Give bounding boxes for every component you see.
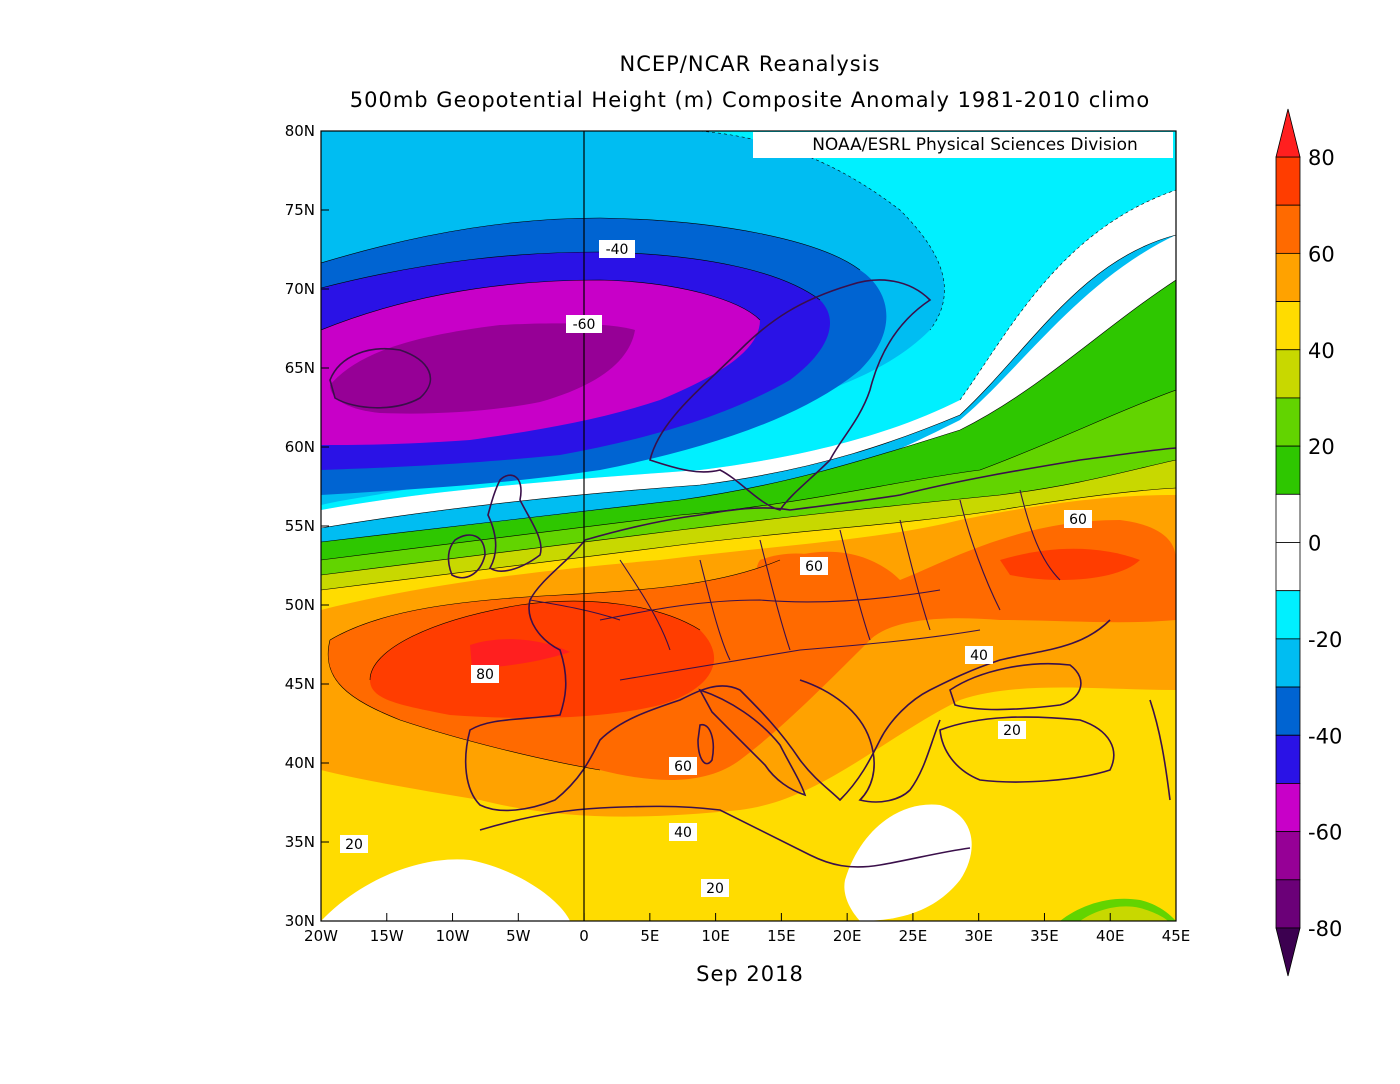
- lon-tick-label: 0: [579, 927, 589, 945]
- contour-label: -40: [606, 242, 629, 258]
- lon-tick-label: 35E: [1030, 927, 1059, 945]
- band-minus-10: [321, 131, 1176, 510]
- colorbar-label: -60: [1308, 821, 1342, 845]
- coastline-layer: [329, 279, 1176, 868]
- anomaly-fill-layer: [321, 131, 1176, 921]
- colorbar-label: 80: [1308, 146, 1335, 170]
- turkey-outline: [939, 716, 1115, 783]
- colorbar-box: [1275, 349, 1301, 399]
- italy-outline: [698, 688, 807, 797]
- colorbar-box: [1275, 493, 1301, 543]
- colorbar-label: 20: [1308, 435, 1335, 459]
- lon-tick-label: 5W: [506, 927, 531, 945]
- band-low-positive-se: [844, 804, 972, 921]
- scandinavia-outline: [649, 279, 932, 511]
- map-subtitle: 500mb Geopotential Height (m) Composite …: [349, 88, 1151, 112]
- sardinia-outline: [697, 724, 715, 765]
- ireland-outline: [447, 534, 486, 579]
- credit-text: NOAA/ESRL Physical Sciences Division: [812, 135, 1138, 155]
- country-borders: [529, 489, 1061, 681]
- colorbar-box: [1275, 252, 1301, 302]
- lat-tick-label: 55N: [285, 517, 315, 535]
- lat-tick-label: 80N: [285, 122, 315, 140]
- date-label: Sep 2018: [696, 962, 804, 986]
- lat-tick-label: 30N: [285, 912, 315, 930]
- caspian-outline: [1149, 699, 1171, 801]
- colorbar-box: [1275, 783, 1301, 833]
- colorbar-box: [1275, 397, 1301, 447]
- balkans-outline: [799, 679, 941, 803]
- great-britain-outline: [487, 474, 542, 572]
- latitude-axis: 30N 35N 40N 45N 50N 55N 60N 65N 70N 75N 80N: [285, 122, 329, 930]
- contour-label: 40: [970, 648, 988, 664]
- north-africa-outline: [479, 805, 971, 868]
- band-low-positive-sw: [321, 859, 570, 921]
- colorbar-box: [1275, 301, 1301, 351]
- lon-tick-label: 15W: [370, 927, 404, 945]
- lon-tick-label: 40E: [1096, 927, 1125, 945]
- band-low-positive-east-inner: [1080, 906, 1168, 921]
- colorbar-box: [1275, 686, 1301, 736]
- lat-tick-label: 70N: [285, 280, 315, 298]
- contour-label: 80: [476, 667, 494, 683]
- lon-tick-label: 45E: [1162, 927, 1191, 945]
- colorbar-label: -40: [1308, 724, 1342, 748]
- credit-box: [753, 132, 1173, 158]
- lon-tick-label: 10W: [436, 927, 470, 945]
- colorbar-box: [1275, 831, 1301, 881]
- colorbar-box: [1275, 879, 1301, 929]
- band-plus-80b: [1000, 548, 1140, 580]
- colorbar-label: -20: [1308, 628, 1342, 652]
- contour-label: 20: [1003, 723, 1021, 739]
- colorbar-box: [1275, 542, 1301, 592]
- contour-labels: -40 -60 60 60 60 80 40 20 40 20 20: [340, 240, 1092, 897]
- colorbar-label: 40: [1308, 339, 1335, 363]
- contour-label: 20: [345, 837, 363, 853]
- band-plus-90: [470, 639, 570, 668]
- colorbar-box: [1275, 638, 1301, 688]
- colorbar-bottom-arrow: [1275, 927, 1301, 977]
- lat-tick-label: 50N: [285, 596, 315, 614]
- iceland-outline: [329, 348, 432, 409]
- contour-label: 60: [674, 759, 692, 775]
- longitude-axis: 20W 15W 10W 5W 0 5E 10E 15E 20E 25E 30E 35E 40E 45E: [304, 913, 1190, 945]
- colorbar-box: [1275, 590, 1301, 640]
- colorbar-label: -80: [1308, 917, 1342, 941]
- colorbar-top-arrow: [1275, 108, 1301, 158]
- lon-tick-label: 20E: [833, 927, 862, 945]
- map-title: NCEP/NCAR Reanalysis: [619, 52, 881, 76]
- colorbar-box: [1275, 734, 1301, 784]
- lat-tick-label: 45N: [285, 675, 315, 693]
- lon-tick-label: 25E: [899, 927, 928, 945]
- europe-outline: [464, 447, 1176, 812]
- contour-label: 60: [805, 559, 823, 575]
- colorbar: 80 60 40 20 0 -20 -40 -60 -80: [1275, 108, 1342, 977]
- lon-tick-label: 15E: [767, 927, 796, 945]
- band-zero: [321, 190, 1176, 528]
- colorbar-label: 60: [1308, 242, 1335, 266]
- colorbar-box: [1275, 204, 1301, 254]
- lon-tick-label: 30E: [964, 927, 993, 945]
- band-minus-70: [330, 323, 635, 414]
- colorbar-label: 0: [1308, 532, 1321, 556]
- contour-label: 40: [674, 825, 692, 841]
- contour-label: -60: [573, 317, 596, 333]
- lon-tick-label: 20W: [304, 927, 338, 945]
- colorbar-box: [1275, 156, 1301, 206]
- lat-tick-label: 40N: [285, 754, 315, 772]
- contour-label: 60: [1069, 512, 1087, 528]
- lat-tick-label: 75N: [285, 201, 315, 219]
- lat-tick-label: 60N: [285, 438, 315, 456]
- colorbar-box: [1275, 445, 1301, 495]
- lon-tick-label: 5E: [640, 927, 659, 945]
- lat-tick-label: 65N: [285, 359, 315, 377]
- lon-tick-label: 10E: [701, 927, 730, 945]
- lat-tick-label: 35N: [285, 833, 315, 851]
- contour-label: 20: [706, 881, 724, 897]
- black-sea-outline: [949, 662, 1082, 711]
